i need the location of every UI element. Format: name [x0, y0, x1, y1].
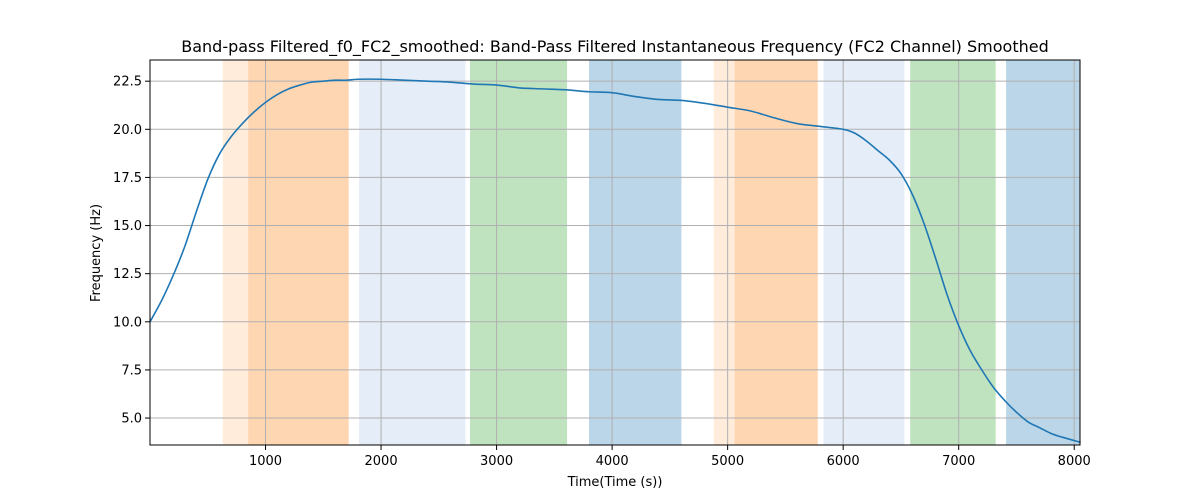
y-tick-label: 7.5: [121, 363, 142, 378]
y-tick-label: 17.5: [113, 171, 142, 186]
x-tick-label: 1000: [249, 454, 282, 469]
grid-lines: [150, 60, 1080, 445]
x-tick-label: 7000: [942, 454, 975, 469]
y-tick-label: 20.0: [113, 123, 142, 138]
y-tick-label: 15.0: [113, 219, 142, 234]
y-tick-label: 5.0: [121, 412, 142, 427]
x-tick-label: 2000: [365, 454, 398, 469]
y-tick-label: 22.5: [113, 75, 142, 90]
shaded-regions: [222, 60, 1080, 445]
x-tick-label: 5000: [711, 454, 744, 469]
chart-title: Band-pass Filtered_f0_FC2_smoothed: Band…: [181, 37, 1049, 57]
y-axis-label: Frequency (Hz): [89, 204, 104, 302]
x-tick-label: 4000: [596, 454, 629, 469]
shaded-region-5: [713, 60, 735, 445]
x-tick-label: 8000: [1058, 454, 1091, 469]
y-tick-label: 12.5: [113, 267, 142, 282]
x-axis-ticks: 1000 2000 3000 4000 5000 6000 7000 8000: [249, 445, 1091, 469]
shaded-region-8: [910, 60, 996, 445]
y-tick-label: 10.0: [113, 315, 142, 330]
x-axis-label: Time(Time (s)): [567, 475, 663, 490]
series-layer: [149, 78, 1081, 443]
shaded-region-4: [589, 60, 682, 445]
shaded-region-3: [470, 60, 568, 445]
x-tick-label: 6000: [827, 454, 860, 469]
y-axis-ticks: 5.0 7.5 10.0 12.5 15.0 17.5 20.0 22.5: [113, 75, 150, 427]
shaded-region-2: [359, 60, 466, 445]
shaded-region-7: [823, 60, 905, 445]
x-tick-label: 3000: [480, 454, 513, 469]
series-line-0: [149, 78, 1081, 443]
shaded-region-1: [248, 60, 349, 445]
shaded-region-0: [222, 60, 249, 445]
shaded-region-9: [1006, 60, 1080, 445]
plot-frame: [149, 59, 1081, 446]
